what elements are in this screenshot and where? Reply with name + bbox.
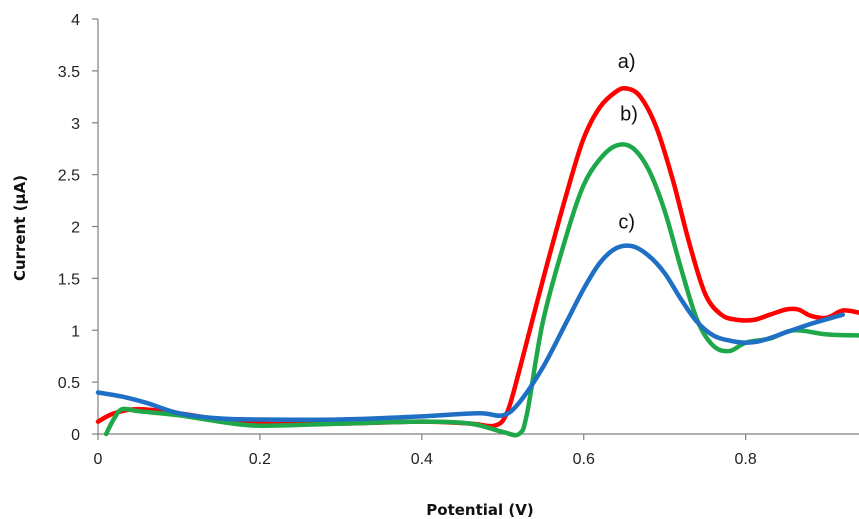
- series-line-0: [95, 85, 859, 429]
- y-tick-label: 2.5: [58, 168, 80, 185]
- y-tick-label: 2: [71, 220, 80, 237]
- y-tick-label: 1.5: [58, 271, 80, 288]
- y-tick-label: 3.5: [58, 64, 80, 81]
- y-tick-label: 1: [71, 323, 80, 340]
- series-line-2: [95, 243, 846, 422]
- x-tick-label: 0.8: [735, 451, 757, 468]
- x-axis-title: Potential (V): [426, 501, 533, 519]
- y-axis-title: Current (µA): [11, 175, 29, 281]
- curve-label-2: c): [618, 212, 635, 234]
- curve-label-1: b): [620, 104, 638, 126]
- y-tick-label: 0.5: [58, 375, 80, 392]
- x-tick-label: 0: [94, 451, 103, 468]
- x-tick-label: 0.2: [249, 451, 271, 468]
- series-layer: [95, 85, 859, 438]
- x-tick-label: 0.4: [411, 451, 433, 468]
- annotation-layer: a) b) c): [618, 51, 638, 234]
- curve-label-0: a): [618, 51, 636, 73]
- series-line-1: [103, 142, 859, 438]
- plot-area: 0 0.5 1 1.5 2 2.5 3 3.5 4 0 0.2 0.4 0.6 0.8: [58, 12, 859, 468]
- x-tick-label: 0.6: [573, 451, 595, 468]
- y-tick-label: 4: [71, 12, 80, 29]
- y-tick-label: 0: [71, 427, 80, 444]
- y-tick-label: 3: [71, 116, 80, 133]
